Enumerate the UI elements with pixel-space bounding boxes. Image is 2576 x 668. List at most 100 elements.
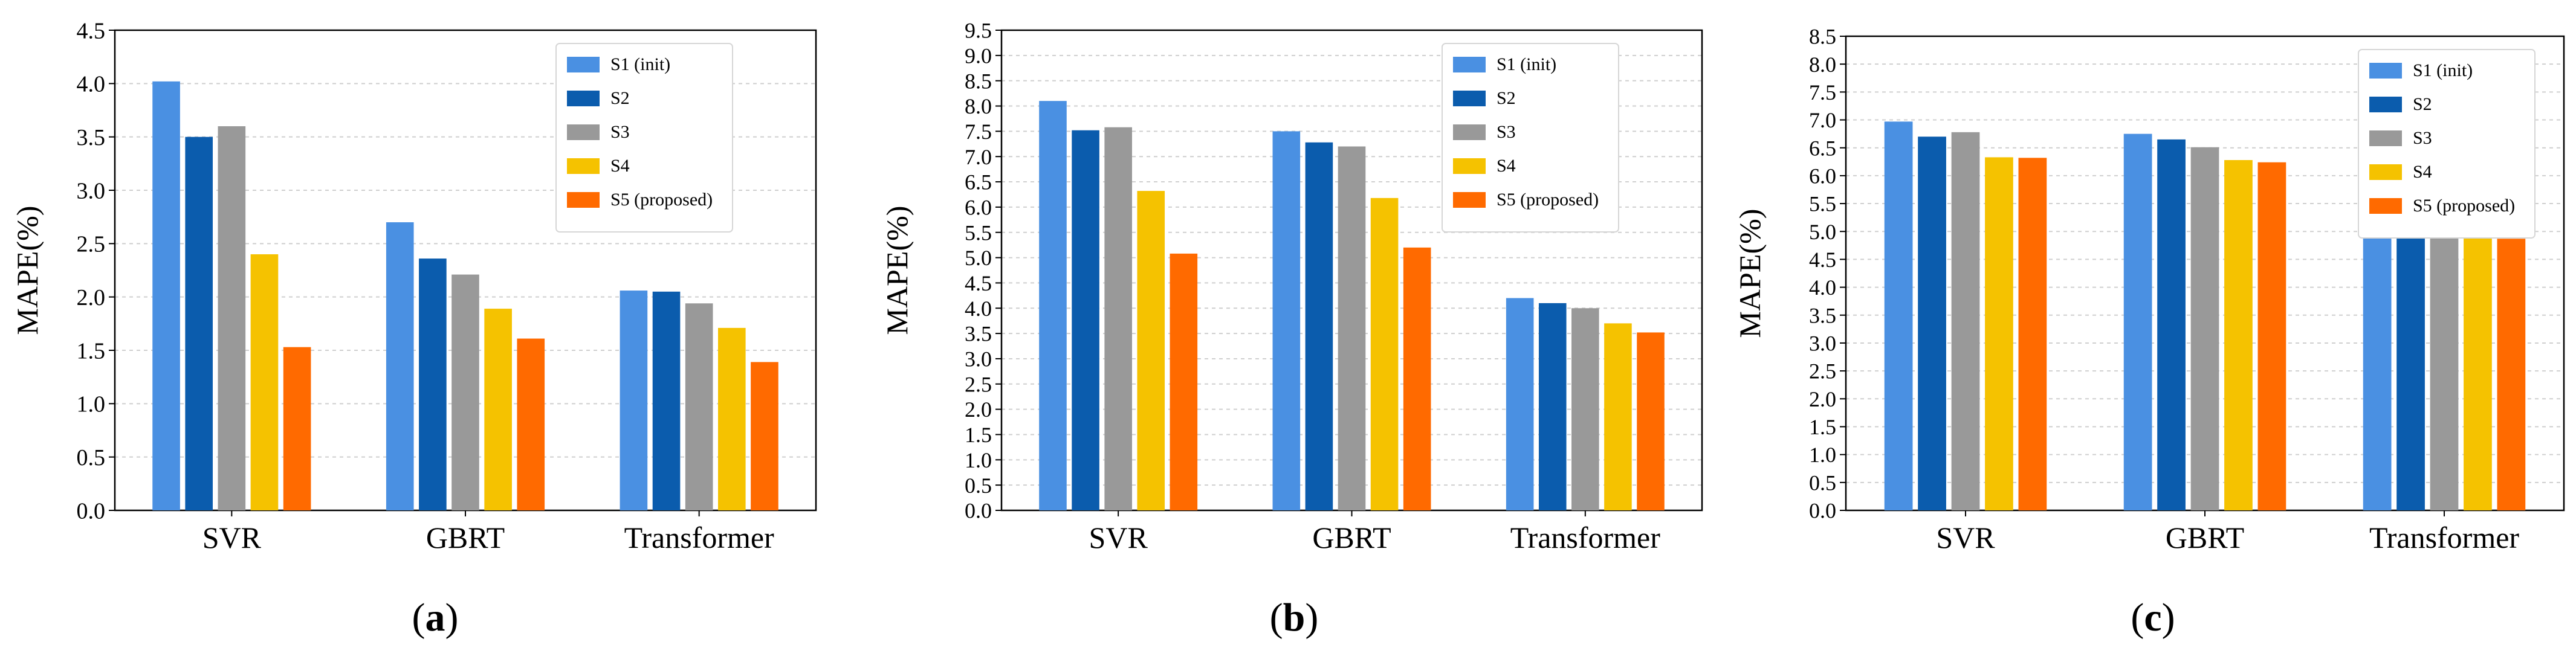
bar-transformer-s2 <box>652 291 681 510</box>
y-tick-label: 0.0 <box>1809 499 1836 523</box>
legend-swatch <box>1453 124 1486 140</box>
bar-svr-s2 <box>1072 130 1099 511</box>
legend-label: S3 <box>610 122 630 142</box>
legend-label: S1 (init) <box>1497 54 1556 74</box>
legend-box <box>2358 49 2536 239</box>
bar-gbrt-s2 <box>1305 142 1333 511</box>
y-tick-label: 3.5 <box>1809 303 1836 327</box>
bar-transformer-s4 <box>1604 323 1632 510</box>
y-tick-label: 8.5 <box>965 69 992 93</box>
bar-gbrt-s1 <box>2123 133 2152 510</box>
y-tick-label: 4.5 <box>1809 248 1836 272</box>
chart-panel-a: 0.0 0.5 1.0 1.5 2.0 2.5 3.0 3.5 4.0 4.5 MAPE(%) SVR… <box>0 0 858 668</box>
legend-swatch <box>1453 192 1486 208</box>
chart-panel-c: 0.0 0.5 1.0 1.5 2.0 2.5 3.0 3.5 4.0 4.5 5.0 5.5 6.0 6… <box>1718 0 2576 668</box>
y-axis-label: MAPE(%) <box>880 206 914 335</box>
legend-swatch <box>2369 97 2402 112</box>
bar-gbrt-s5 <box>1403 247 1431 510</box>
legend-swatch <box>1453 91 1486 106</box>
y-tick-label: 6.0 <box>1809 164 1836 188</box>
legend-box <box>1442 43 1619 233</box>
legend-swatch <box>1453 158 1486 174</box>
bar-gbrt-s3 <box>451 274 479 510</box>
y-tick-label: 5.5 <box>1809 192 1836 216</box>
x-tick-label-gbrt: GBRT <box>2166 521 2244 554</box>
y-tick-label: 6.5 <box>965 170 992 194</box>
legend-label: S4 <box>1497 156 1516 176</box>
x-tick-label-gbrt: GBRT <box>426 521 505 554</box>
caption-a: (a) <box>412 596 459 640</box>
y-tick-label: 6.5 <box>1809 136 1836 160</box>
legend-box <box>555 43 733 233</box>
y-tick-label: 7.0 <box>965 145 992 169</box>
y-tick-label: 1.0 <box>77 392 106 417</box>
x-tick-label-transformer: Transformer <box>624 521 774 554</box>
y-axis-label: MAPE(%) <box>10 206 44 335</box>
legend-label: S1 (init) <box>2413 60 2473 80</box>
legend: S1 (init) S2 S3 S4 S5 (proposed) <box>2358 49 2536 239</box>
bar-svr-s1 <box>1884 121 1913 511</box>
bar-transformer-s2 <box>1538 303 1567 510</box>
bar-svr-s2 <box>1918 136 1946 510</box>
bar-chart-a: 0.0 0.5 1.0 1.5 2.0 2.5 3.0 3.5 4.0 4.5 MAPE(%) SVR… <box>10 18 817 554</box>
y-tick-label: 4.5 <box>77 18 106 43</box>
caption-b: (b) <box>1269 596 1319 640</box>
bar-gbrt-s5 <box>517 338 545 510</box>
y-tick-label: 2.0 <box>1809 387 1836 411</box>
y-tick-label: 3.0 <box>1809 332 1836 356</box>
y-tick-label: 1.0 <box>965 448 992 472</box>
bar-gbrt-s2 <box>2157 139 2186 511</box>
y-tick-label: 2.0 <box>77 285 106 310</box>
bar-transformer-s3 <box>2430 216 2459 510</box>
x-tick-label-svr: SVR <box>1089 521 1148 554</box>
y-tick-label: 5.0 <box>1809 220 1836 244</box>
legend-swatch <box>567 57 600 72</box>
legend-label: S4 <box>610 156 630 176</box>
bar-svr-s3 <box>1104 127 1132 510</box>
bar-gbrt-s1 <box>386 222 414 510</box>
bar-transformer-s3 <box>1571 308 1599 510</box>
y-tick-label: 1.5 <box>77 338 106 364</box>
bar-gbrt-s3 <box>2190 147 2219 510</box>
bar-svr-s4 <box>1985 157 2013 510</box>
bar-transformer-s1 <box>1506 298 1534 510</box>
y-tick-label: 3.5 <box>77 125 106 150</box>
y-tick-label: 5.0 <box>965 246 992 270</box>
y-tick-label: 0.0 <box>77 498 106 524</box>
legend-label: S3 <box>1497 122 1516 142</box>
legend-swatch <box>567 192 600 208</box>
bar-svr-s1 <box>152 81 180 511</box>
legend-label: S5 (proposed) <box>2413 196 2515 216</box>
y-tick-label: 8.0 <box>1809 53 1836 77</box>
bar-svr-s5 <box>1170 253 1198 510</box>
y-tick-label: 3.5 <box>965 322 992 346</box>
y-tick-label: 9.5 <box>965 19 992 43</box>
bar-svr-s5 <box>2018 158 2047 510</box>
bar-gbrt-s4 <box>484 309 512 510</box>
bar-transformer-s5 <box>751 362 778 510</box>
bar-transformer-s4 <box>717 327 746 510</box>
legend-label: S2 <box>2413 94 2432 114</box>
bar-transformer-s3 <box>685 303 713 510</box>
legend-swatch <box>2369 130 2402 146</box>
bar-chart-b: 0.00.51.01.52.02.53.03.54.04.55.05.56.06… <box>880 19 1703 554</box>
bar-gbrt-s2 <box>419 259 447 510</box>
y-tick-label: 0.0 <box>965 499 992 523</box>
y-tick-label: 2.5 <box>1809 359 1836 384</box>
bar-gbrt-s5 <box>2257 162 2286 510</box>
legend-label: S4 <box>2413 162 2432 182</box>
legend-label: S3 <box>2413 128 2432 148</box>
bar-svr-s4 <box>250 254 279 510</box>
y-tick-label: 7.5 <box>1809 80 1836 104</box>
bar-svr-s5 <box>283 347 311 510</box>
legend-swatch <box>567 158 600 174</box>
x-tick-label-transformer: Transformer <box>2369 521 2519 554</box>
legend-label: S2 <box>610 88 630 108</box>
bar-gbrt-s3 <box>1338 146 1366 510</box>
x-tick-label-transformer: Transformer <box>1510 521 1660 554</box>
y-tick-label: 7.5 <box>965 120 992 144</box>
legend: S1 (init) S2 S3 S4 S5 (proposed) <box>1442 43 1619 233</box>
legend-swatch <box>2369 198 2402 214</box>
y-tick-label: 4.0 <box>1809 275 1836 300</box>
bar-svr-s3 <box>1951 132 1980 511</box>
